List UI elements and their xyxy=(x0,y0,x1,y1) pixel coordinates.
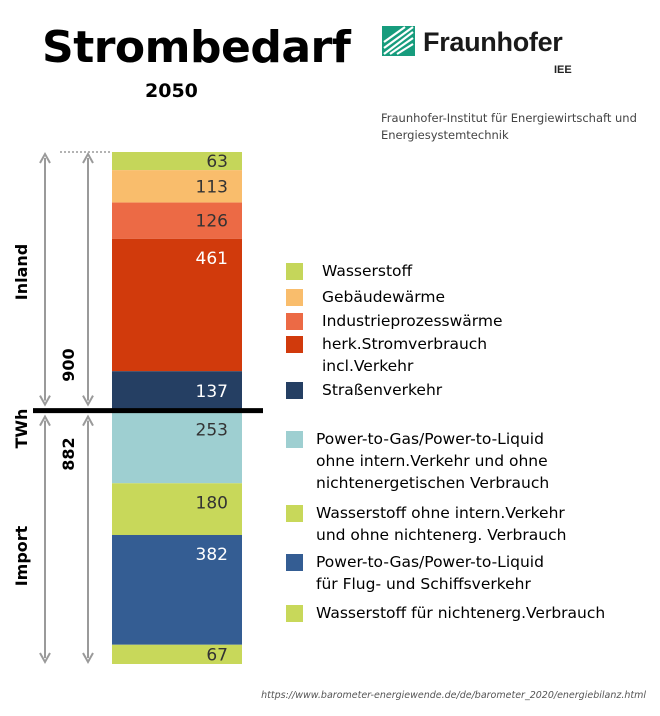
bar-segment xyxy=(112,202,242,239)
bar-segment xyxy=(112,410,242,484)
inland-arrow-head-bottom xyxy=(39,395,51,407)
data-label: 63 xyxy=(206,152,228,172)
legend-swatch xyxy=(286,382,303,399)
legend-label: Wasserstoff xyxy=(322,262,413,280)
legend-label: Wasserstoff für nichtenerg.Verbrauch xyxy=(316,604,606,622)
legend-swatch xyxy=(286,289,303,306)
data-label: 253 xyxy=(196,421,228,441)
total-label-import-background xyxy=(60,430,80,478)
logo-name: Fraunhofer xyxy=(423,27,563,57)
legend-label: Power-to-Gas/Power-to-Liquid für Flug- u… xyxy=(316,553,544,593)
import-arrow-head-bottom xyxy=(39,652,51,665)
source-url: https://www.barometer-energiewende.de/de… xyxy=(261,690,646,701)
data-label: 113 xyxy=(196,177,228,197)
bar-segment xyxy=(112,483,242,535)
group-label-import-group: Import xyxy=(12,525,33,586)
logo-sub: IEE xyxy=(554,64,572,76)
legend-swatch xyxy=(286,263,303,280)
legend-swatch xyxy=(286,431,303,448)
legend-swatch xyxy=(286,313,303,330)
group-label-inland: Inland xyxy=(12,244,31,300)
legend-swatch xyxy=(286,505,303,522)
data-label: 180 xyxy=(196,493,228,513)
bar-segment xyxy=(112,152,242,171)
group-label-inland-background xyxy=(13,248,33,296)
total-label-import-group: 882 xyxy=(59,430,80,478)
import-total-arrow-head-bottom xyxy=(82,652,94,665)
unit-label-group: TWh xyxy=(12,404,33,453)
chart-title: Strombedarf xyxy=(42,22,351,73)
legend-label: Gebäudewärme xyxy=(322,288,445,306)
import-arrow-head-top xyxy=(39,414,51,427)
bar-segment xyxy=(112,644,242,664)
total-label-inland-background xyxy=(60,341,80,389)
legend-label: Straßenverkehr xyxy=(322,381,443,399)
legend-swatch xyxy=(286,336,303,353)
group-label-import: Import xyxy=(12,525,31,586)
total-label-inland-group: 900 xyxy=(59,341,80,389)
total-label-import: 882 xyxy=(59,437,78,470)
legend-swatch xyxy=(286,554,303,571)
data-label: 382 xyxy=(196,545,228,565)
inland-total-arrow-head-bottom xyxy=(82,395,94,407)
bar-segment xyxy=(112,371,242,411)
legend-label: Industrieprozesswärme xyxy=(322,312,503,330)
unit-label-background xyxy=(13,404,33,453)
group-label-inland-group: Inland xyxy=(12,244,33,300)
inland-total-arrow-head-top xyxy=(82,151,94,164)
bar-segment xyxy=(112,170,242,203)
fraunhofer-logo: Fraunhofer IEE xyxy=(382,26,622,76)
legend-swatch xyxy=(286,605,303,622)
unit-label: TWh xyxy=(12,409,31,449)
institute-name: Fraunhofer-Institut für Energiewirtschaf… xyxy=(381,111,637,142)
chart-subtitle: 2050 xyxy=(145,80,198,102)
legend-label: herk.Stromverbrauch incl.Verkehr xyxy=(322,335,488,375)
legend-label: Power-to-Gas/Power-to-Liquid ohne intern… xyxy=(316,430,550,492)
group-label-import-background xyxy=(13,532,33,580)
inland-arrow-head-top xyxy=(39,151,51,164)
fraunhofer-logo-icon xyxy=(382,26,415,56)
total-label-inland: 900 xyxy=(59,348,78,381)
data-label: 126 xyxy=(196,212,228,232)
legend-label: Wasserstoff ohne intern.Verkehr und ohne… xyxy=(316,504,567,544)
import-total-arrow-head-top xyxy=(82,414,94,427)
data-label: 461 xyxy=(196,249,228,269)
bar-segment xyxy=(112,534,242,645)
data-label: 137 xyxy=(196,382,228,402)
bar-segment xyxy=(112,238,242,372)
data-label: 67 xyxy=(206,645,228,665)
